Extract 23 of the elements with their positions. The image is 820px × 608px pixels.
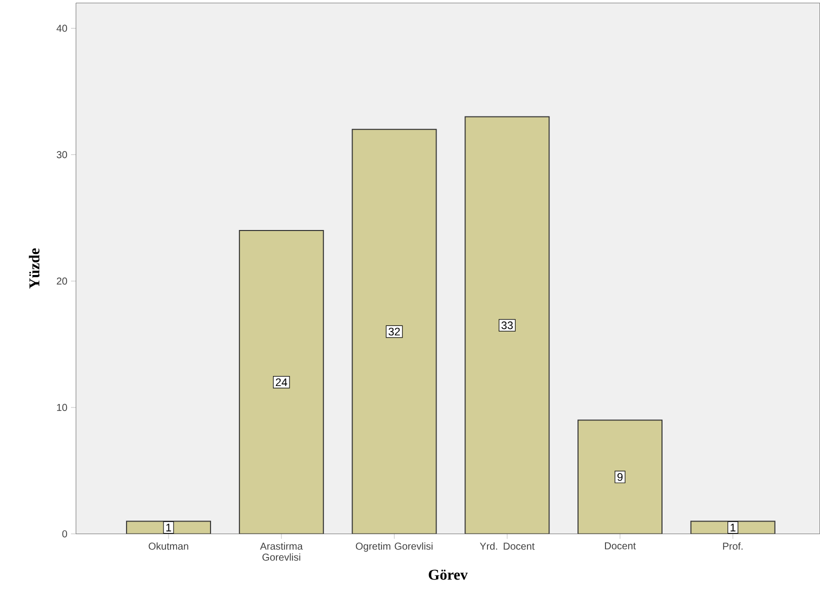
x-axis-title: Görev (428, 570, 468, 580)
y-tick-label: 20 (56, 278, 68, 285)
x-tick-label: Arastirma Gorevlisi (260, 542, 303, 561)
y-tick-label: 30 (56, 151, 68, 158)
x-tick-label: Prof. (723, 542, 743, 550)
y-axis-title: Yüzde (28, 248, 40, 289)
x-tick-label: Yrd. Docent (480, 542, 535, 550)
data-label: 33 (501, 322, 513, 330)
y-tick-label: 40 (56, 24, 68, 32)
bar (352, 128, 437, 534)
bar (464, 116, 550, 534)
x-tick-label: Docent (604, 542, 636, 550)
x-tick-label: Okutman (148, 542, 188, 550)
x-tick-label: Ogretim Gorevlisi (356, 542, 432, 552)
y-tick-label: 0 (62, 530, 68, 538)
bar (238, 230, 324, 534)
bar (578, 420, 662, 534)
data-label: 1 (730, 524, 736, 532)
data-label: 32 (388, 328, 400, 336)
data-label: 9 (617, 473, 623, 481)
data-label: 1 (166, 524, 172, 532)
data-label: 24 (276, 378, 288, 386)
y-tick-label: 10 (57, 404, 68, 412)
